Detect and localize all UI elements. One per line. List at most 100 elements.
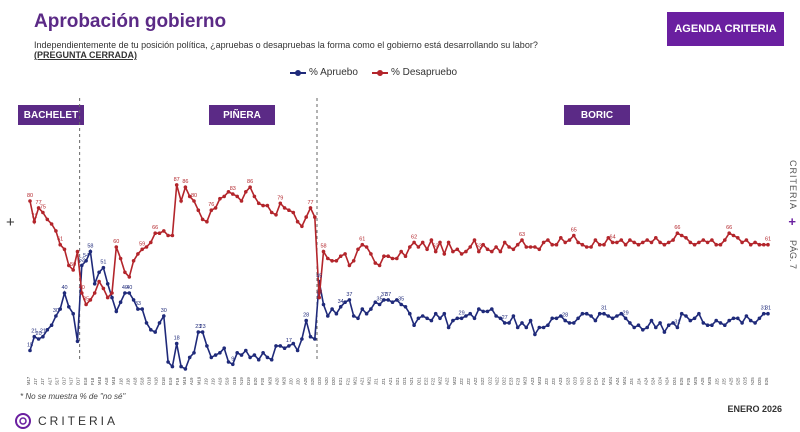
point-apruebo-134 <box>606 314 611 318</box>
point-apruebo-78 <box>364 311 369 316</box>
data-label-desapruebo-27: 64 <box>610 234 616 240</box>
point-desapruebo-51 <box>248 185 252 189</box>
point-desapruebo-82 <box>382 254 386 258</box>
point-desapruebo-130 <box>589 245 593 249</box>
data-label-desapruebo-11: 87 <box>174 177 180 183</box>
report-date: ENERO 2026 <box>727 404 782 414</box>
point-desapruebo-62 <box>295 219 300 224</box>
x-tick-label-75: A23 <box>558 377 563 385</box>
point-apruebo-108 <box>494 314 498 318</box>
point-apruebo-168 <box>753 321 757 325</box>
x-tick-label-50: J21 <box>381 378 386 385</box>
point-desapruebo-7 <box>58 242 62 247</box>
legend-disapprove: % Desapruebo <box>371 67 457 78</box>
point-apruebo-26 <box>140 307 144 311</box>
point-desapruebo-5 <box>49 222 54 226</box>
footnote: * No se muestra % de "no sé" <box>20 392 126 401</box>
point-desapruebo-110 <box>502 240 507 245</box>
point-apruebo-160 <box>718 321 723 325</box>
data-label-apruebo-9: 51 <box>100 260 106 266</box>
point-apruebo-128 <box>580 311 585 316</box>
point-apruebo-100 <box>459 316 464 321</box>
point-desapruebo-49 <box>239 199 244 203</box>
point-apruebo-120 <box>546 323 550 328</box>
data-label-apruebo-14: 18 <box>174 336 180 342</box>
x-tick-label-17: O18 <box>147 376 152 385</box>
data-label-apruebo-18: 17 <box>286 338 292 344</box>
point-apruebo-157 <box>705 323 710 328</box>
point-apruebo-73 <box>343 300 347 305</box>
point-apruebo-147 <box>662 330 667 334</box>
point-apruebo-136 <box>615 314 619 318</box>
point-desapruebo-72 <box>338 254 343 258</box>
point-apruebo-166 <box>744 314 749 318</box>
legend-approve-label: % Apruebo <box>309 67 358 78</box>
point-apruebo-169 <box>757 316 762 321</box>
point-apruebo-83 <box>386 298 391 302</box>
point-desapruebo-63 <box>300 224 304 229</box>
point-desapruebo-12 <box>80 291 84 295</box>
x-tick-label-55: D21 <box>416 377 421 385</box>
point-apruebo-56 <box>269 357 274 362</box>
point-desapruebo-40 <box>200 217 205 222</box>
x-tick-label-67: D22 <box>501 377 506 385</box>
agenda-criteria-button[interactable]: AGENDA CRITERIA <box>667 12 784 46</box>
point-desapruebo-157 <box>705 240 710 245</box>
point-desapruebo-34 <box>174 183 179 187</box>
point-apruebo-106 <box>485 309 490 314</box>
data-label-apruebo-27: 29 <box>459 310 465 316</box>
data-label-desapruebo-22: 62 <box>411 234 417 240</box>
legend-disapprove-swatch <box>371 69 388 76</box>
period-label-boric: BORIC <box>564 105 630 125</box>
point-desapruebo-147 <box>662 242 667 247</box>
point-desapruebo-14 <box>88 298 93 302</box>
point-desapruebo-125 <box>567 238 572 242</box>
point-apruebo-46 <box>226 360 231 364</box>
x-tick-label-11: A18 <box>104 377 109 385</box>
data-label-apruebo-29: 28 <box>562 313 568 319</box>
point-apruebo-87 <box>403 305 408 309</box>
x-tick-label-93: F25 <box>686 377 691 385</box>
x-tick-label-68: E23 <box>509 377 514 385</box>
point-apruebo-91 <box>420 314 425 318</box>
x-tick-label-24: M19 <box>196 376 201 385</box>
point-desapruebo-138 <box>623 242 628 247</box>
point-desapruebo-127 <box>576 240 580 245</box>
point-apruebo-107 <box>490 307 494 311</box>
x-tick-label-94: M25 <box>693 376 698 385</box>
point-apruebo-104 <box>477 307 481 311</box>
point-desapruebo-56 <box>269 210 274 215</box>
point-apruebo-8 <box>62 291 67 295</box>
point-apruebo-138 <box>623 316 628 321</box>
point-desapruebo-52 <box>252 194 257 199</box>
point-apruebo-9 <box>67 305 71 309</box>
data-label-desapruebo-14: 76 <box>208 202 214 208</box>
point-apruebo-11 <box>75 339 80 344</box>
point-apruebo-110 <box>502 321 507 325</box>
point-apruebo-159 <box>714 318 718 323</box>
point-desapruebo-22 <box>123 270 127 275</box>
data-label-desapruebo-1: 71 <box>31 214 37 220</box>
point-apruebo-137 <box>619 311 624 316</box>
point-apruebo-60 <box>287 344 291 348</box>
point-desapruebo-163 <box>731 233 736 238</box>
point-desapruebo-31 <box>162 229 166 233</box>
x-tick-label-39: A20 <box>303 377 308 385</box>
point-apruebo-61 <box>291 341 296 346</box>
data-label-desapruebo-23: 63 <box>433 244 439 250</box>
x-tick-label-80: E24 <box>594 377 599 385</box>
data-label-apruebo-31: 29 <box>623 310 629 316</box>
point-desapruebo-60 <box>287 208 291 212</box>
x-tick-label-78: N23 <box>580 377 585 385</box>
point-apruebo-119 <box>541 325 546 330</box>
point-apruebo-39 <box>196 330 201 334</box>
point-desapruebo-29 <box>153 231 157 235</box>
point-desapruebo-67 <box>317 295 322 300</box>
point-desapruebo-9 <box>67 263 71 268</box>
point-apruebo-1 <box>32 334 37 339</box>
point-desapruebo-106 <box>485 247 490 252</box>
x-tick-label-7: D17 <box>76 377 81 385</box>
point-apruebo-62 <box>295 348 300 353</box>
point-apruebo-75 <box>351 314 356 318</box>
